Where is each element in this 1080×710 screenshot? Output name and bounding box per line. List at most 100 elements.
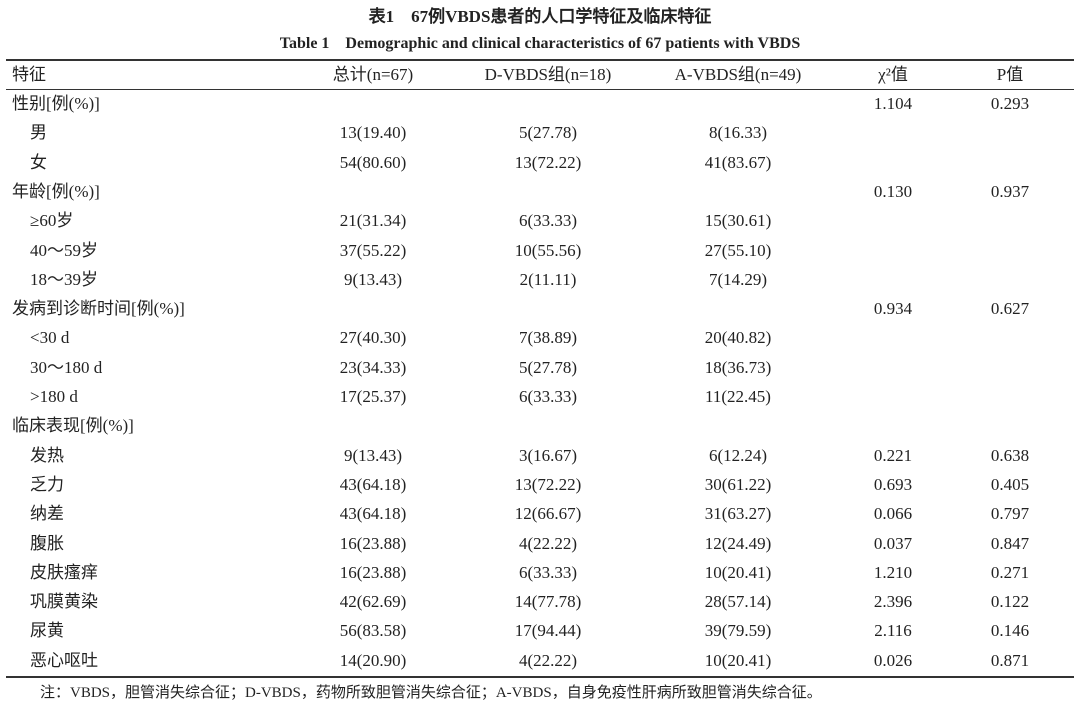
chi-value: 1.104 xyxy=(873,94,913,113)
cell: 41(83.67) xyxy=(704,152,772,172)
cell: 6(33.33) xyxy=(518,562,578,582)
cell: 21(31.34) xyxy=(339,211,407,231)
cell: 31(63.27) xyxy=(704,504,772,524)
cell: 6(12.24) xyxy=(708,445,768,465)
cell: 10(20.41) xyxy=(704,562,772,582)
cell: 9(13.43) xyxy=(343,269,403,289)
p-value: 0.847 xyxy=(990,533,1030,553)
cell: 5(27.78) xyxy=(518,123,578,143)
group-label: 临床表现[例(%)] xyxy=(12,416,134,436)
row-label: 腹胀 xyxy=(30,533,64,553)
row-label: 皮肤瘙痒 xyxy=(30,562,98,582)
row-label: 巩膜黄染 xyxy=(30,592,98,612)
chi-value: 0.130 xyxy=(873,181,913,201)
cell: 6(33.33) xyxy=(518,387,578,406)
table-subtitle: Table 1 Demographic and clinical charact… xyxy=(279,35,801,52)
row-label: 尿黄 xyxy=(30,621,64,641)
cell: 10(55.56) xyxy=(514,240,582,260)
group-label: 年龄[例(%)] xyxy=(12,181,100,201)
cell: 30(61.22) xyxy=(704,474,772,494)
row-label: 30～180 d xyxy=(30,357,103,377)
chi-value: 0.037 xyxy=(873,533,913,553)
cell: 43(64.18) xyxy=(339,504,407,524)
cell: 17(25.37) xyxy=(339,387,407,406)
row-label: 发热 xyxy=(30,445,64,465)
p-value: 0.122 xyxy=(990,592,1030,612)
cell: 17(94.44) xyxy=(514,621,582,641)
p-value: 0.293 xyxy=(990,94,1030,113)
p-value: 0.871 xyxy=(990,650,1030,670)
cell: 7(14.29) xyxy=(708,269,768,289)
column-header: 总计(n=67) xyxy=(332,65,414,84)
cell: 27(40.30) xyxy=(339,328,407,348)
chi-value: 0.693 xyxy=(873,474,913,494)
cell: 12(66.67) xyxy=(514,504,582,524)
p-value: 0.937 xyxy=(990,181,1030,201)
column-header: 特征 xyxy=(12,65,46,84)
cell: 10(20.41) xyxy=(704,650,772,670)
p-value: 0.405 xyxy=(990,474,1030,494)
row-label: 女 xyxy=(30,152,47,172)
row-label: ≥60岁 xyxy=(30,211,74,231)
cell: 11(22.45) xyxy=(705,387,771,406)
cell: 16(23.88) xyxy=(339,533,407,553)
cell: 39(79.59) xyxy=(704,621,772,641)
row-label: 18～39岁 xyxy=(30,269,98,289)
cell: 16(23.88) xyxy=(339,562,407,582)
cell: 14(20.90) xyxy=(339,650,407,670)
chi-value: 1.210 xyxy=(873,562,913,582)
table-note: 注：VBDS，胆管消失综合征；D-VBDS，药物所致胆管消失综合征；A-VBDS… xyxy=(40,685,822,701)
column-header: χ²值 xyxy=(878,65,908,84)
chi-value: 2.396 xyxy=(873,592,913,612)
cell: 20(40.82) xyxy=(704,328,772,348)
cell: 23(34.33) xyxy=(339,357,407,377)
cell: 54(80.60) xyxy=(339,152,407,172)
group-label: 发病到诊断时间[例(%)] xyxy=(12,299,185,319)
header-rule xyxy=(6,89,1074,90)
chi-value: 0.026 xyxy=(873,650,913,670)
cell: 6(33.33) xyxy=(518,211,578,231)
cell: 8(16.33) xyxy=(708,123,768,143)
cell: 3(16.67) xyxy=(518,445,578,465)
p-value: 0.627 xyxy=(990,299,1030,319)
cell: 42(62.69) xyxy=(339,592,407,612)
row-label: 恶心呕吐 xyxy=(30,650,98,670)
cell: 13(72.22) xyxy=(514,152,582,172)
cell: 15(30.61) xyxy=(704,211,772,231)
row-label: 男 xyxy=(30,123,47,143)
chi-value: 2.116 xyxy=(874,621,912,641)
row-label: <30 d xyxy=(30,328,70,348)
group-label: 性别[例(%)] xyxy=(12,94,100,113)
cell: 18(36.73) xyxy=(704,357,772,377)
cell: 9(13.43) xyxy=(343,445,403,465)
chi-value: 0.221 xyxy=(873,445,913,465)
row-label: 40～59岁 xyxy=(30,240,98,260)
cell: 4(22.22) xyxy=(518,650,578,670)
bottom-rule xyxy=(6,676,1074,678)
cell: 27(55.10) xyxy=(704,240,772,260)
cell: 43(64.18) xyxy=(339,474,407,494)
cell: 56(83.58) xyxy=(339,621,407,641)
cell: 13(72.22) xyxy=(514,474,582,494)
column-header: A-VBDS组(n=49) xyxy=(674,65,802,84)
cell: 5(27.78) xyxy=(518,357,578,377)
p-value: 0.638 xyxy=(990,445,1030,465)
cell: 28(57.14) xyxy=(704,592,772,612)
p-value: 0.797 xyxy=(990,504,1030,524)
row-label: >180 d xyxy=(30,387,78,406)
cell: 4(22.22) xyxy=(518,533,578,553)
column-header: D-VBDS组(n=18) xyxy=(484,65,612,84)
chi-value: 0.934 xyxy=(873,299,913,319)
top-rule xyxy=(6,59,1074,61)
cell: 13(19.40) xyxy=(339,123,407,143)
p-value: 0.146 xyxy=(990,621,1030,641)
row-label: 纳差 xyxy=(30,504,64,524)
cell: 12(24.49) xyxy=(704,533,772,553)
column-header: P值 xyxy=(996,65,1024,84)
cell: 7(38.89) xyxy=(518,328,578,348)
cell: 14(77.78) xyxy=(514,592,582,612)
chi-value: 0.066 xyxy=(873,504,913,524)
cell: 37(55.22) xyxy=(339,240,407,260)
row-label: 乏力 xyxy=(30,474,64,494)
